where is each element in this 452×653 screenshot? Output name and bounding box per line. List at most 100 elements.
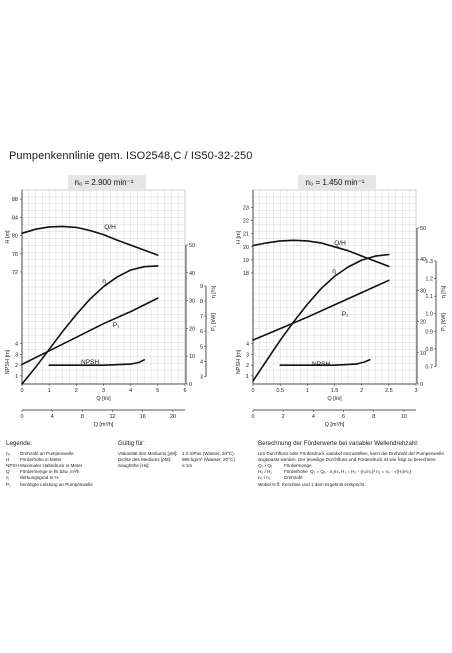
p-tick-label: 9 xyxy=(200,284,203,290)
legend-text: Förderhöhe in Meter xyxy=(20,457,62,463)
h-tick-label: 72 xyxy=(12,270,18,276)
p-tick-label: 1.2 xyxy=(425,277,433,283)
calc-heading: Berechnung der Förderwerte bei variabler… xyxy=(258,440,419,447)
calc-formula: Q₁ = Q₀ · n₁/n₀ H₁ = H₀ · (n₁/n₀)² n₁ = … xyxy=(310,469,411,475)
h-tick-label: 88 xyxy=(12,197,18,203)
q2-tick-label: 4 xyxy=(51,414,54,420)
speed-title-box xyxy=(298,175,376,189)
legend-symbol: H xyxy=(6,457,10,463)
eta-tick-label: 0 xyxy=(420,382,423,388)
power-curve xyxy=(21,297,159,366)
efficiency-label: η xyxy=(102,278,106,285)
eta-tick-label: 0 xyxy=(189,382,192,388)
p-tick-label: 0.9 xyxy=(425,329,433,335)
qh-curve xyxy=(21,225,159,256)
speed-title-box xyxy=(68,175,146,189)
npsh-tick-label: 2 xyxy=(246,363,249,369)
validity-key: Viskosität des Mediums [γM]: xyxy=(118,451,178,457)
chart-title: n₀ = 2.900 min⁻¹ xyxy=(75,178,134,187)
q-tick-label: 6 xyxy=(183,388,186,394)
legend-text: Fördermenge in l/s bzw. m³/h xyxy=(20,469,80,475)
npsh-axis-label: NPSH [m] xyxy=(5,349,11,374)
calc-row: H₀ / H₁ Förderhöhe Q₁ = Q₀ · n₁/n₀ H₁ = H₀… xyxy=(258,469,448,475)
h-axis-label: H [m] xyxy=(236,230,242,244)
eta-axis-label: η [%] xyxy=(441,285,447,298)
npsh-tick-label: 3 xyxy=(246,352,249,358)
q-tick-label: 1 xyxy=(48,388,51,394)
eta-tick-label: 50 xyxy=(420,226,426,232)
legend-symbol: NPSH xyxy=(6,463,19,469)
legend-symbol: P₁ xyxy=(6,481,11,487)
legend-symbol: Q xyxy=(6,469,10,475)
p-tick-label: 1.3 xyxy=(425,259,433,265)
eta-tick-label: 30 xyxy=(189,299,195,305)
calc-intro-1: Um Durchfluss oder Förderdruck variabel … xyxy=(258,451,444,457)
q-tick-label: 1 xyxy=(306,388,309,394)
eta-tick-label: 40 xyxy=(189,271,195,277)
h-tick-label: 76 xyxy=(12,252,18,258)
legend-row: NPSHMaximaler Haltedruck in Meter xyxy=(6,463,98,469)
validity-row: Saughöhe [Hs]: ≤ 1m xyxy=(118,463,248,469)
h-tick-label: 21 xyxy=(243,232,249,238)
eta-tick-label: 40 xyxy=(420,257,426,263)
q-tick-label: 5 xyxy=(156,388,159,394)
q-axis-label: Q [l/s] xyxy=(96,396,111,402)
q-tick-label: 1.5 xyxy=(331,388,339,394)
eta-tick-label: 50 xyxy=(189,243,195,249)
npsh-axis-label: NPSH [m] xyxy=(236,349,242,374)
npsh-tick-label: 1 xyxy=(246,374,249,380)
calc-text: Drehzahl xyxy=(284,475,303,481)
q-tick-label: 0.5 xyxy=(276,388,284,394)
calc-symbol: H₀ / H₁ xyxy=(258,469,272,475)
legend-symbol: n₀ xyxy=(6,451,11,457)
legend-text: benötigte Leistung an Pumpenwelle xyxy=(20,481,93,487)
power-curve xyxy=(252,279,390,341)
calc-block: Berechnung der Förderwerte bei variabler… xyxy=(258,440,448,488)
p-tick-label: 5 xyxy=(200,344,203,350)
p-tick-label: 1.1 xyxy=(425,294,433,300)
legend-text: Maximaler Haltedruck in Meter xyxy=(20,463,83,469)
p-axis-label: P₁ [kW] xyxy=(441,313,447,332)
h-tick-label: 22 xyxy=(243,219,249,225)
efficiency-label: η xyxy=(332,268,336,275)
eta-tick-label: 30 xyxy=(420,288,426,294)
validity-key: Saughöhe [Hs]: xyxy=(118,463,150,469)
qh-label: Q/H xyxy=(334,240,346,247)
q-tick-label: 2.5 xyxy=(385,388,393,394)
p-tick-label: 7 xyxy=(200,314,203,320)
power-label: P₁ xyxy=(342,311,349,318)
npsh-curve xyxy=(279,359,371,366)
validity-row: Viskosität des Mediums [γM]: 1.0 mPas (Wa… xyxy=(118,451,248,457)
eta-tick-label: 10 xyxy=(189,354,195,360)
q-tick-label: 2 xyxy=(360,388,363,394)
qh-label: Q/H xyxy=(104,224,116,231)
calc-symbol: n₀ / n₁ xyxy=(258,475,271,481)
power-label: P₁ xyxy=(113,322,120,329)
q-tick-label: 4 xyxy=(129,388,132,394)
h-axis-label: H [m] xyxy=(5,230,11,244)
eta-axis-label: η [%] xyxy=(211,285,217,298)
h-tick-label: 19 xyxy=(243,258,249,264)
validity-value: ≤ 1m xyxy=(182,463,193,469)
q2-tick-label: 8 xyxy=(81,414,84,420)
q-tick-label: 3 xyxy=(102,388,105,394)
p-tick-label: 4 xyxy=(200,359,203,365)
legend-row: η Wirkungsgrad in % xyxy=(6,475,98,481)
q-axis-label: Q [l/s] xyxy=(327,396,342,402)
calc-symbol: Q₀ / Q₁ xyxy=(258,463,273,469)
q2-tick-label: 0 xyxy=(20,414,23,420)
q2-tick-label: 20 xyxy=(170,414,176,420)
calc-note: Wobei N ff. Kennlinie und 1 dem Ergebnis… xyxy=(258,481,366,487)
q2-tick-label: 0 xyxy=(251,414,254,420)
chart-title: n₀ = 1.450 min⁻¹ xyxy=(306,178,365,187)
p-tick-label: 8 xyxy=(200,299,203,305)
validity-heading: Gültig für: xyxy=(118,440,145,447)
legend-row: n₀ Drehzahl an Pumpenwelle xyxy=(6,451,98,457)
q2-tick-label: 16 xyxy=(140,414,146,420)
p-axis-label: P₁ [kW] xyxy=(211,313,217,332)
p-tick-label: 0.8 xyxy=(425,347,433,353)
q2-tick-label: 8 xyxy=(372,414,375,420)
q2-tick-label: 4 xyxy=(312,414,315,420)
legend-block: Legende: n₀ Drehzahl an Pumpenwelle H Förde… xyxy=(6,440,98,488)
